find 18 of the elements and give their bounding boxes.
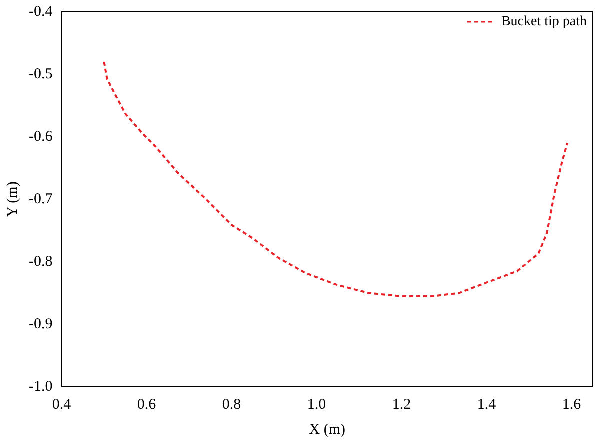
x-tick-label: 1.0 (307, 396, 326, 413)
y-axis-title: Y (m) (4, 182, 21, 218)
legend-label: Bucket tip path (501, 14, 588, 30)
y-tick-label: -0.5 (28, 66, 53, 82)
x-tick-label: 1.2 (392, 396, 412, 413)
y-tick-label: -0.7 (28, 191, 54, 208)
x-tick-label: 0.4 (52, 396, 72, 413)
x-tick-label: 1.4 (477, 396, 497, 413)
y-tick-label: -1.0 (28, 378, 53, 395)
line-series (103, 61, 568, 298)
x-tick-label: 0.6 (137, 396, 157, 413)
y-tick-label: -0.4 (28, 4, 54, 20)
y-tick-label: -0.9 (28, 316, 53, 332)
x-tick-label: 0.8 (222, 396, 242, 413)
x-axis-title: X (m) (309, 422, 346, 438)
x-tick-label: 1.6 (562, 396, 582, 413)
y-tick-label: -0.8 (28, 254, 53, 270)
y-tick-label: -0.6 (28, 128, 54, 145)
